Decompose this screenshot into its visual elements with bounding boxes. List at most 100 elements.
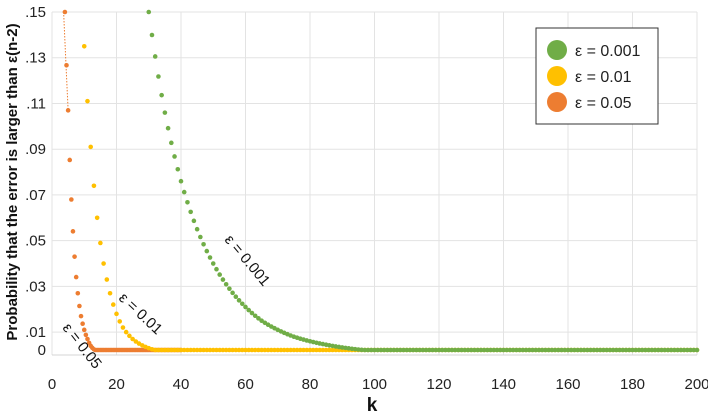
data-point: [194, 226, 200, 232]
data-point: [481, 347, 487, 353]
data-point: [591, 347, 597, 353]
data-point: [320, 347, 326, 353]
data-point: [246, 347, 252, 353]
data-point: [85, 98, 90, 104]
data-point: [117, 319, 123, 324]
legend-label-eps-005: ε = 0.05: [575, 95, 632, 112]
data-point: [191, 347, 197, 353]
data-point: [210, 261, 216, 266]
legend-marker-eps-005: [547, 92, 567, 112]
data-point: [88, 144, 93, 150]
data-point: [527, 347, 532, 353]
x-tick-label: 120: [426, 376, 451, 393]
data-point: [401, 347, 406, 353]
data-point: [239, 347, 245, 353]
data-point: [675, 347, 680, 353]
data-point: [543, 347, 548, 353]
data-point: [72, 254, 77, 259]
data-point: [146, 9, 152, 15]
x-tick-label: 40: [173, 376, 190, 393]
data-point: [533, 347, 539, 353]
data-point: [178, 347, 184, 353]
data-point: [417, 347, 422, 353]
data-point: [688, 347, 693, 353]
data-point: [665, 347, 671, 353]
data-point: [614, 347, 619, 353]
data-point: [172, 347, 177, 353]
data-point: [385, 347, 390, 353]
data-point: [310, 347, 316, 353]
data-point: [217, 272, 222, 277]
data-point: [159, 347, 164, 353]
data-point: [169, 347, 174, 353]
data-point: [230, 290, 235, 296]
data-point: [265, 347, 271, 353]
data-point: [643, 347, 648, 353]
data-point: [659, 347, 664, 353]
data-point: [73, 274, 79, 280]
data-point: [152, 347, 158, 353]
data-point: [252, 313, 258, 319]
data-point: [626, 347, 632, 353]
data-point: [330, 347, 335, 353]
data-point: [578, 347, 584, 353]
data-point: [165, 125, 171, 131]
data-point: [252, 347, 258, 353]
data-point: [62, 9, 68, 15]
data-point: [198, 347, 203, 353]
legend-marker-eps-0001: [547, 40, 567, 60]
data-point: [468, 347, 474, 353]
data-point: [394, 347, 400, 353]
data-point: [162, 110, 168, 115]
data-point: [449, 347, 455, 353]
data-point: [256, 347, 261, 353]
data-point: [588, 347, 593, 353]
data-point: [156, 347, 161, 353]
y-tick-label: .09: [25, 141, 46, 158]
data-point: [83, 332, 89, 338]
data-point: [368, 347, 374, 353]
data-point: [156, 74, 161, 79]
data-point: [420, 347, 426, 353]
data-point: [427, 347, 432, 353]
data-point: [552, 347, 558, 353]
data-point: [201, 241, 206, 247]
data-point: [230, 347, 235, 353]
data-point: [188, 209, 193, 215]
data-point: [572, 347, 577, 353]
x-tick-label: 160: [555, 376, 580, 393]
y-tick-label: .03: [25, 278, 46, 295]
data-point: [98, 240, 103, 246]
data-point: [410, 347, 416, 353]
data-point: [594, 347, 600, 353]
y-axis-title: Probability that the error is larger tha…: [4, 23, 21, 340]
x-tick-label: 200: [684, 376, 708, 393]
data-point: [649, 347, 655, 353]
data-point: [652, 347, 658, 353]
data-point: [610, 347, 616, 353]
data-point: [223, 281, 229, 287]
data-point: [107, 290, 113, 296]
data-point: [67, 157, 73, 163]
data-point: [80, 321, 85, 327]
x-tick-label: 0: [48, 376, 56, 393]
data-point: [204, 248, 210, 254]
data-point: [597, 347, 603, 353]
x-tick-label: 140: [491, 376, 516, 393]
data-point: [585, 347, 590, 353]
data-point: [233, 347, 239, 353]
data-point: [439, 347, 445, 353]
data-point: [407, 347, 413, 353]
data-point: [510, 347, 516, 353]
data-point: [633, 347, 639, 353]
data-point: [678, 347, 684, 353]
data-point: [333, 347, 339, 353]
data-point: [272, 347, 277, 353]
data-point: [568, 347, 574, 353]
data-point: [214, 347, 219, 353]
y-tick-label: .01: [25, 324, 46, 341]
data-point: [314, 347, 319, 353]
data-point: [485, 347, 490, 353]
data-point: [472, 347, 477, 353]
data-point: [662, 347, 668, 353]
